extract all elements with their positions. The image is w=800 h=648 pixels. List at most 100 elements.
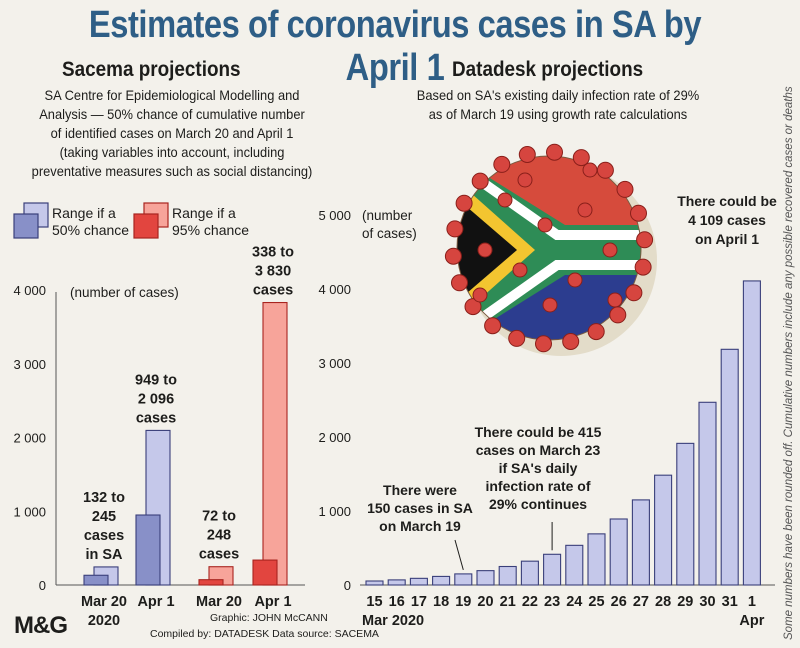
datadesk-description: Based on SA's existing daily infection r…: [394, 86, 722, 124]
bar-value-label: cases: [136, 410, 176, 426]
x-tick-label: 18: [433, 594, 449, 610]
spike-protein: [577, 202, 593, 218]
x-tick-label: Apr 1: [254, 594, 291, 610]
x-tick-label: 2020: [88, 613, 120, 629]
bar-value-label: 338 to: [252, 245, 294, 261]
y-tick-label: 3 000: [318, 356, 351, 371]
spike-protein: [567, 272, 583, 288]
legend-text: 50% chance: [52, 222, 130, 238]
spike-protein: [508, 329, 526, 347]
annotation-apr1: 4 109 cases: [688, 212, 766, 228]
range-bar-low: [252, 559, 278, 586]
spike-protein: [537, 217, 553, 233]
bar-value-label: 248: [207, 528, 231, 544]
spike-protein: [562, 333, 580, 350]
spike-protein: [444, 247, 462, 265]
y-tick-label: 0: [344, 578, 351, 593]
sacema-heading: Sacema projections: [62, 58, 241, 81]
x-tick-label: Mar 20: [196, 594, 242, 610]
spike-protein: [446, 220, 464, 238]
x-tick-label: 1: [748, 594, 756, 610]
day-bar: [520, 560, 539, 586]
y-tick-label: 1 000: [13, 504, 46, 519]
x-tick-label: 19: [455, 594, 471, 610]
x-year-label: Mar 2020: [362, 613, 424, 629]
annotation-mar19: There were: [383, 482, 457, 498]
legend-text: 95% chance: [172, 222, 250, 238]
bar-value-label: cases: [253, 283, 293, 299]
mg-logo: M&G: [14, 612, 68, 639]
x-tick-label: 28: [655, 594, 671, 610]
coronavirus-illustration: [444, 143, 657, 356]
x-tick-label: 15: [366, 594, 382, 610]
x-tick-label: 29: [677, 594, 693, 610]
annotation-mar23: 29% continues: [489, 496, 587, 512]
sacema-desc-line: Analysis — 50% chance of cumulative numb…: [39, 106, 305, 122]
x-tick-label: 26: [611, 594, 627, 610]
sacema-desc-line: preventative measures such as social dis…: [31, 163, 313, 179]
spike-protein: [582, 162, 598, 178]
bar-value-label: 949 to: [135, 372, 177, 388]
y-axis-unit: (number of cases): [70, 285, 179, 300]
day-bar: [454, 573, 473, 586]
x-tick-label: 23: [544, 594, 560, 610]
day-bar: [631, 499, 650, 586]
day-bar: [742, 280, 761, 586]
bar-value-label: cases: [199, 547, 239, 563]
bar-value-label: 245: [92, 509, 116, 525]
spike-protein: [517, 172, 533, 188]
legend-label-95: Range if a 95% chance: [172, 205, 249, 239]
x-tick-label: 20: [477, 594, 493, 610]
spike-protein: [634, 258, 652, 276]
range-bar-high: [262, 301, 288, 586]
legend-label-50: Range if a 50% chance: [52, 205, 129, 239]
spike-protein: [472, 287, 488, 303]
day-bar: [409, 577, 428, 586]
spike-protein: [451, 274, 468, 292]
bar-value-label: in SA: [85, 547, 123, 563]
y-tick-label: 5 000: [318, 208, 351, 223]
day-bar: [365, 580, 384, 586]
day-bar: [654, 474, 673, 586]
x-tick-label: Mar 20: [81, 594, 127, 610]
x-tick-label: 31: [722, 594, 738, 610]
spike-protein: [546, 143, 563, 161]
x-tick-label: Apr 1: [137, 594, 174, 610]
x-tick-label: 30: [699, 594, 715, 610]
day-bar: [565, 544, 584, 586]
data-source-credit: Compiled by: DATADESK Data source: SACEM…: [150, 628, 379, 640]
sacema-description: SA Centre for Epidemiological Modelling …: [14, 86, 330, 181]
range-bar-low: [83, 574, 109, 586]
range-bar-low: [198, 579, 224, 586]
y-axis-unit: of cases): [362, 226, 417, 241]
x-tick-label: 22: [522, 594, 538, 610]
spike-protein: [477, 242, 493, 258]
y-tick-label: 0: [39, 578, 46, 593]
spike-protein: [497, 192, 513, 208]
day-bar: [676, 442, 695, 586]
bar-value-label: cases: [84, 528, 124, 544]
page-title: Estimates of coronavirus cases in SA by …: [88, 4, 702, 89]
virus-spikes: [444, 143, 654, 353]
day-bar: [543, 553, 562, 586]
day-bar: [720, 348, 739, 586]
datadesk-heading: Datadesk projections: [452, 58, 644, 81]
y-axis-unit: (number: [362, 208, 413, 223]
day-bar: [498, 565, 517, 586]
annotation-apr1: on April 1: [695, 231, 759, 247]
legend-text: Range if a: [52, 205, 116, 221]
x-tick-label: 21: [500, 594, 516, 610]
x-tick-label: 24: [566, 594, 582, 610]
x-tick-label: 17: [411, 594, 427, 610]
day-bar: [698, 401, 717, 586]
bar-value-label: 72 to: [202, 509, 236, 525]
spike-protein: [630, 204, 647, 222]
spike-protein: [455, 194, 473, 212]
annotation-leader: [454, 539, 464, 571]
x-tick-label: 27: [633, 594, 649, 610]
day-bar: [609, 518, 628, 586]
spike-protein: [607, 292, 623, 308]
spike-protein: [512, 262, 528, 278]
